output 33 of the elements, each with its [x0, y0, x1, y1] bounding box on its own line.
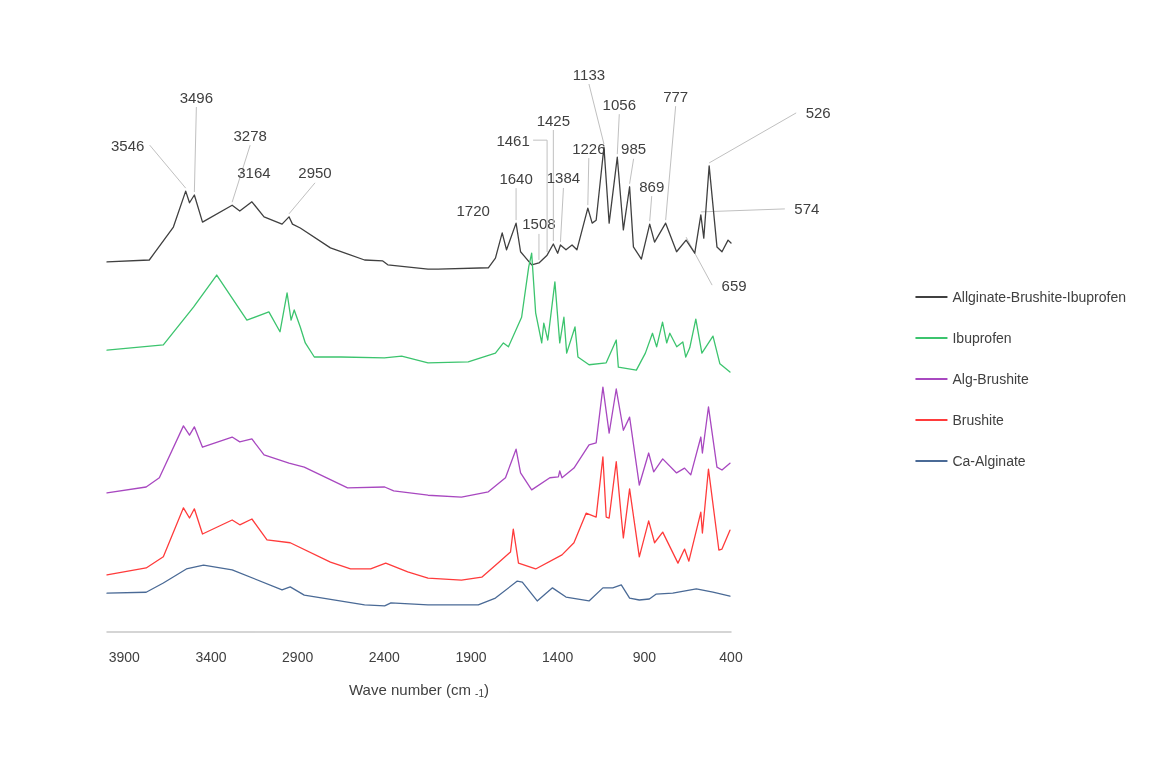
annotation: 2950 — [298, 164, 332, 182]
annotation: 985 — [621, 140, 647, 158]
annotation: 1640 — [499, 169, 533, 187]
x-tick-label: 1400 — [542, 649, 574, 665]
x-tick-label: 3400 — [195, 649, 227, 665]
annotation: 3496 — [179, 88, 214, 106]
annotation: 1425 — [536, 111, 571, 129]
annotation: 3278 — [233, 126, 267, 144]
legend-label: Alg-Brushite — [952, 371, 1029, 387]
legend-label: Ibuprofen — [952, 330, 1012, 346]
annotation: 1056 — [602, 95, 636, 113]
annotation: 1133 — [572, 65, 606, 83]
annotation: 3164 — [237, 164, 271, 182]
annotation: 777 — [663, 87, 689, 105]
legend-label: Allginate-Brushite-Ibuprofen — [952, 289, 1126, 305]
legend-label: Brushite — [952, 412, 1005, 428]
x-tick-label: 3900 — [108, 649, 141, 665]
annotation: 3546 — [111, 136, 145, 154]
annotation: 869 — [639, 177, 665, 195]
annotation: 574 — [794, 200, 820, 218]
x-tick-label: 900 — [632, 649, 657, 665]
x-tick-label: 2900 — [282, 649, 314, 665]
annotation: 1720 — [456, 202, 490, 220]
x-tick-label: 1900 — [455, 649, 487, 665]
annotation: 1384 — [546, 169, 581, 187]
annotation: 659 — [721, 276, 747, 294]
legend-label: Ca-Alginate — [952, 453, 1026, 469]
annotation: 1461 — [496, 131, 530, 149]
annotation: 526 — [805, 104, 831, 122]
annotation: 1226 — [572, 139, 606, 157]
x-tick-label: 400 — [719, 649, 743, 665]
x-tick-label: 2400 — [368, 649, 401, 665]
annotation: 1508 — [522, 215, 556, 233]
